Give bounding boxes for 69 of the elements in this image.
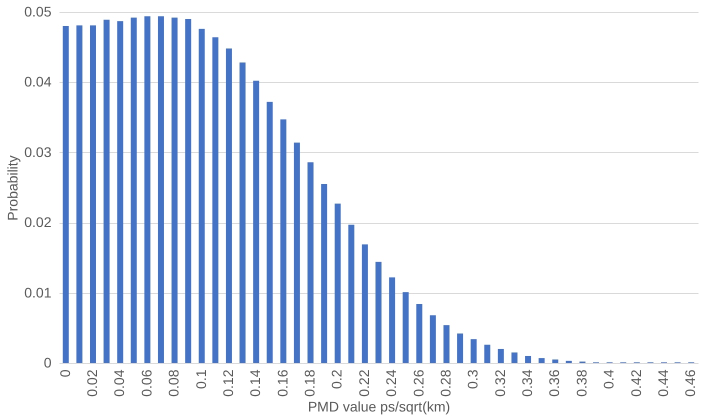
bar	[538, 358, 545, 363]
bar	[158, 16, 164, 363]
bar	[511, 352, 518, 363]
x-tick-label: 0.28	[437, 369, 454, 397]
bar	[362, 244, 368, 363]
x-tick-label: 0.02	[84, 369, 100, 397]
x-tick-label: 0	[56, 369, 73, 378]
x-tick-label: 0.22	[356, 369, 372, 397]
bar	[90, 25, 96, 363]
bar	[76, 25, 82, 363]
x-tick-label: 0.18	[302, 369, 318, 397]
x-axis-title: PMD value ps/sqrt(km)	[308, 398, 450, 415]
bar	[226, 48, 232, 363]
x-tick-label: 0.42	[628, 369, 644, 397]
y-tick-label: 0.01	[24, 284, 52, 300]
bar	[470, 339, 477, 363]
x-tick-label: 0.04	[111, 369, 128, 397]
bar	[430, 315, 436, 363]
bar	[144, 16, 150, 363]
bar	[185, 19, 192, 363]
bar	[198, 28, 205, 363]
bar	[308, 162, 314, 363]
x-tick-label: 0.14	[247, 369, 264, 397]
bar	[172, 18, 178, 363]
bar	[212, 37, 218, 363]
bar	[389, 277, 396, 363]
y-tick-label: 0.03	[24, 144, 52, 160]
bar	[280, 119, 286, 363]
x-tick-label: 0.3	[464, 369, 481, 389]
bar	[498, 348, 504, 363]
y-tick-label: 0.05	[24, 4, 52, 20]
bar	[348, 224, 354, 363]
bar	[253, 80, 260, 363]
bar	[552, 359, 558, 363]
x-tick-label: 0.32	[492, 369, 508, 397]
bar	[266, 102, 273, 363]
x-tick-label: 0.4	[600, 369, 617, 389]
bar	[443, 325, 450, 363]
bar	[104, 20, 110, 363]
y-tick-label: 0	[44, 354, 52, 370]
x-tick-label: 0.36	[546, 369, 562, 397]
x-tick-label: 0.44	[655, 369, 672, 397]
bar	[402, 292, 409, 363]
bar	[484, 344, 490, 363]
y-tick-label: 0.02	[24, 214, 52, 230]
x-tick-label: 0.16	[274, 369, 290, 397]
bar	[376, 262, 382, 363]
x-tick-label: 0.24	[383, 369, 400, 397]
y-axis-title: Probability	[4, 155, 20, 221]
x-tick-label: 0.38	[573, 369, 590, 397]
x-tick-label: 0.26	[410, 369, 426, 397]
x-tick-label: 0.2	[328, 369, 345, 389]
bar	[457, 334, 464, 363]
x-tick-label: 0.08	[166, 369, 182, 397]
bar	[294, 142, 300, 363]
x-tick-label: 0.06	[138, 369, 154, 397]
bar	[416, 304, 422, 363]
y-tick-label: 0.04	[24, 74, 52, 90]
x-tick-label: 0.12	[220, 369, 236, 397]
bar	[321, 184, 328, 363]
bar	[62, 26, 69, 363]
bar	[240, 62, 246, 363]
x-tick-label: 0.34	[519, 369, 536, 397]
bar	[117, 21, 124, 363]
bar	[525, 356, 532, 363]
bar	[334, 204, 341, 363]
x-tick-label: 0.46	[682, 369, 698, 397]
x-tick-label: 0.1	[192, 369, 209, 389]
bar	[130, 18, 137, 363]
